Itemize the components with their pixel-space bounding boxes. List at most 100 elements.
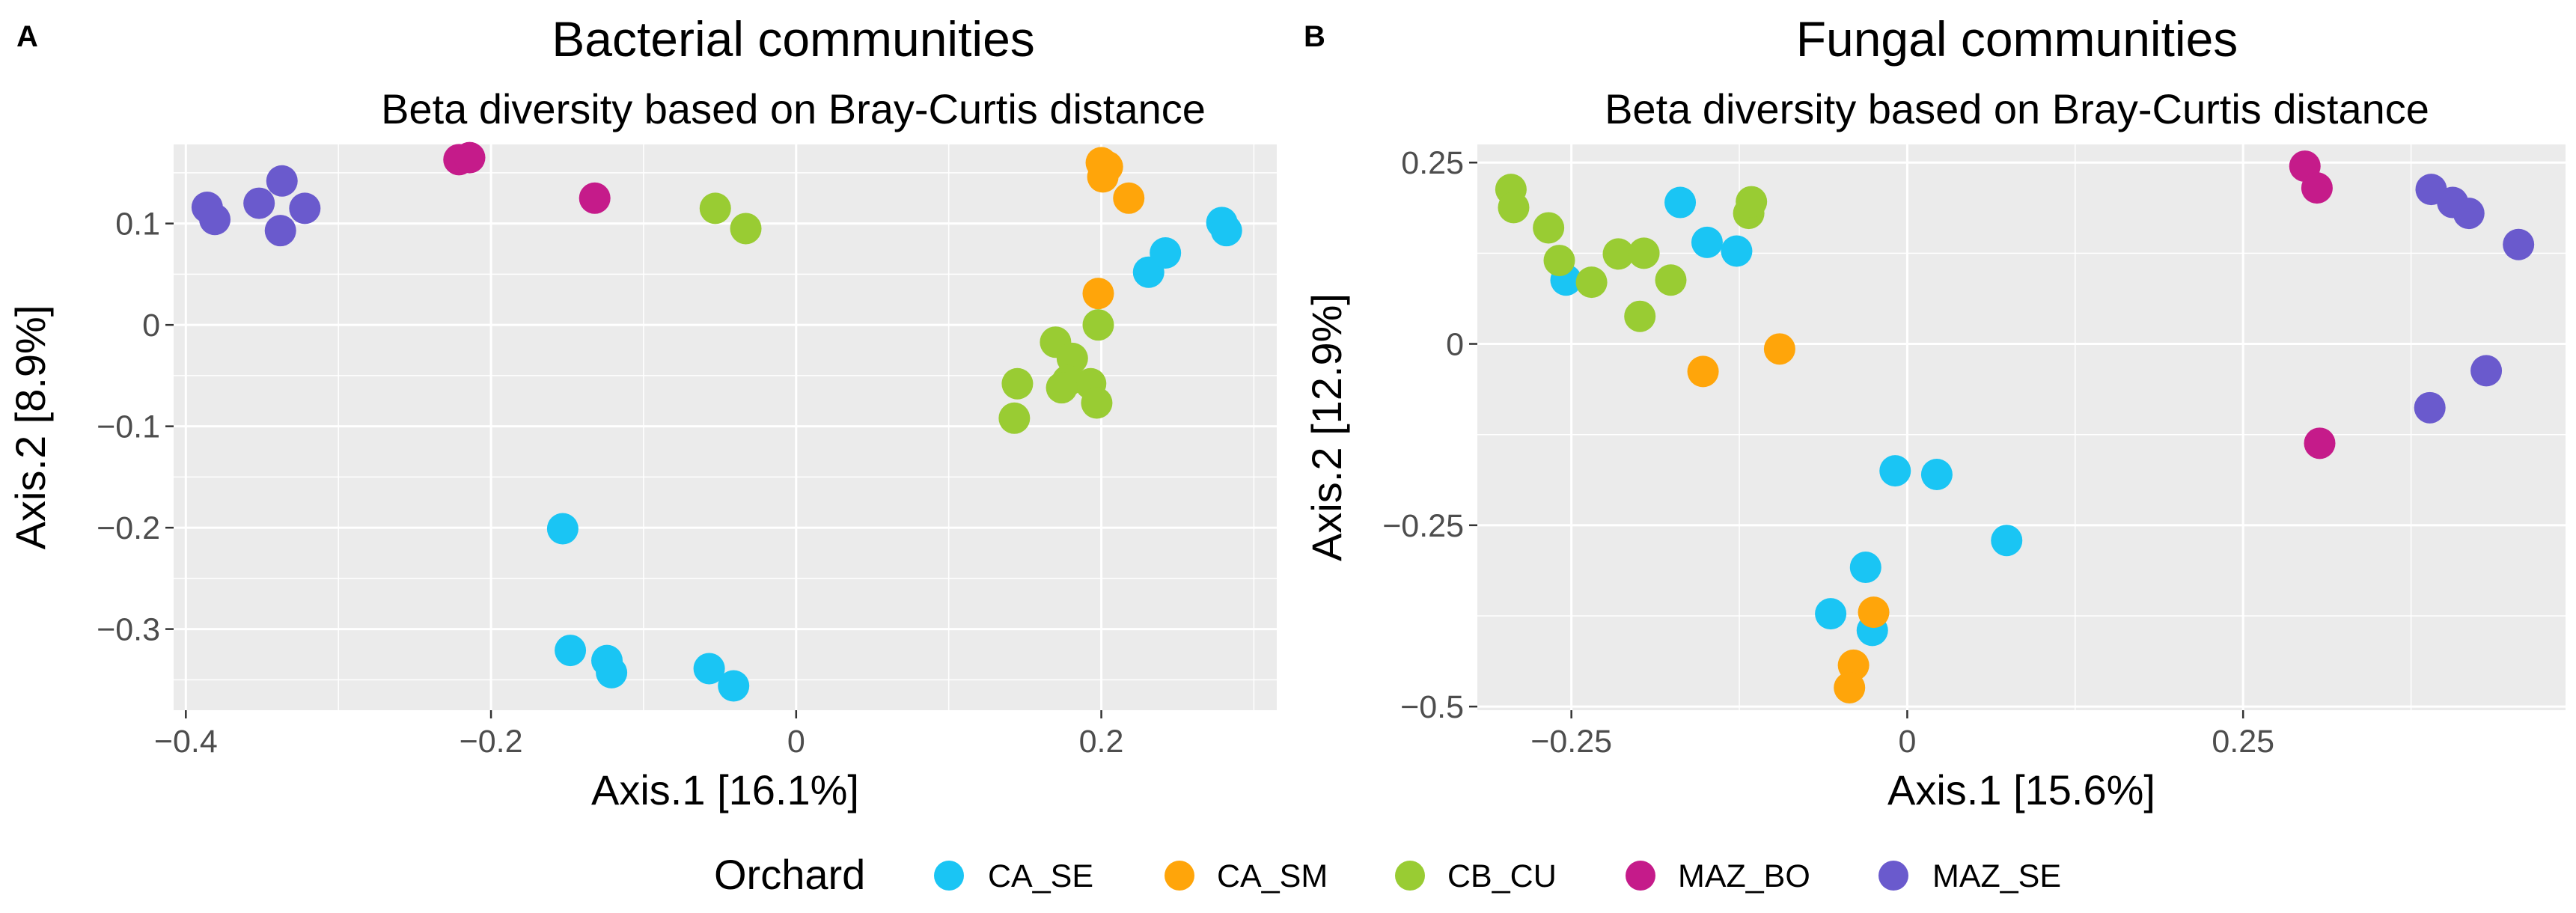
point-ca-se bbox=[1664, 186, 1697, 219]
panel-a-points bbox=[191, 141, 1242, 702]
point-ca-se bbox=[546, 513, 579, 545]
point-ca-sm bbox=[1834, 671, 1866, 703]
panel-a-y-tick-label: −0.1 bbox=[97, 409, 160, 445]
legend-item-cb-cu: CB_CU bbox=[1395, 858, 1557, 894]
point-maz-se bbox=[289, 192, 321, 225]
point-cb-cu bbox=[1624, 300, 1656, 332]
legend-label-ca-sm: CA_SM bbox=[1217, 858, 1328, 894]
panel-a-y-ticks: −0.3 −0.2 −0.1 0 0.1 bbox=[97, 207, 174, 648]
panel-b-y-tick-label: −0.5 bbox=[1400, 689, 1464, 725]
panel-a-y-tick-label: 0 bbox=[142, 308, 160, 343]
legend-label-ca-se: CA_SE bbox=[988, 858, 1093, 894]
point-cb-cu bbox=[730, 213, 762, 245]
point-ca-sm bbox=[1082, 278, 1114, 310]
point-ca-se bbox=[1150, 236, 1182, 269]
panel-a-grid bbox=[174, 144, 1277, 710]
point-ca-sm bbox=[1113, 182, 1145, 214]
panel-b-title: Fungal communities bbox=[1796, 11, 2238, 67]
point-maz-se bbox=[2470, 355, 2503, 387]
point-maz-bo bbox=[454, 141, 486, 174]
legend-key-maz-se bbox=[1878, 861, 1908, 891]
legend-key-ca-se bbox=[934, 861, 964, 891]
panel-b-x-tick-label: −0.25 bbox=[1530, 724, 1612, 760]
point-maz-se bbox=[2453, 198, 2485, 230]
point-cb-cu bbox=[1575, 266, 1608, 299]
point-cb-cu bbox=[1082, 309, 1114, 341]
legend: Orchard CA_SE CA_SM CB_CU MAZ_BO MAZ_SE bbox=[714, 851, 2061, 898]
legend-item-maz-bo: MAZ_BO bbox=[1626, 858, 1810, 894]
legend-key-maz-bo bbox=[1626, 861, 1655, 891]
point-ca-se bbox=[1849, 552, 1881, 584]
point-maz-se bbox=[243, 187, 275, 219]
panel-b-y-tick-label: −0.25 bbox=[1382, 508, 1464, 544]
panel-b-x-ticks: −0.25 0 0.25 bbox=[1530, 710, 2274, 760]
panel-a-x-tick-label: 0.2 bbox=[1079, 724, 1124, 760]
point-ca-se bbox=[1879, 455, 1911, 487]
point-ca-se bbox=[1815, 598, 1847, 630]
point-ca-se bbox=[1920, 459, 1953, 490]
point-cb-cu bbox=[1046, 372, 1078, 404]
point-cb-cu bbox=[1498, 192, 1530, 224]
point-maz-se bbox=[264, 215, 296, 247]
legend-title: Orchard bbox=[714, 851, 865, 898]
legend-label-maz-se: MAZ_SE bbox=[1932, 858, 2061, 894]
panel-a-subtitle: Beta diversity based on Bray-Curtis dist… bbox=[381, 85, 1206, 132]
point-ca-se bbox=[555, 635, 587, 667]
panel-a-y-tick-label: 0.1 bbox=[115, 207, 160, 242]
point-maz-se bbox=[199, 204, 231, 236]
point-cb-cu bbox=[1602, 238, 1635, 270]
panel-b-y-tick-label: 0 bbox=[1446, 327, 1464, 363]
panel-a-title: Bacterial communities bbox=[552, 11, 1035, 67]
point-ca-se bbox=[596, 656, 628, 688]
panel-b-letter: B bbox=[1304, 20, 1325, 53]
panel-a-x-axis-label: Axis.1 [16.1%] bbox=[591, 766, 859, 813]
point-ca-se bbox=[693, 653, 725, 685]
panel-b-y-axis-label: Axis.2 [12.9%] bbox=[1303, 293, 1350, 561]
panel-a-x-tick-label: −0.2 bbox=[460, 724, 523, 760]
point-cb-cu bbox=[1543, 245, 1575, 277]
panel-a-x-tick-label: −0.4 bbox=[154, 724, 218, 760]
legend-item-maz-se: MAZ_SE bbox=[1878, 858, 2061, 894]
point-cb-cu bbox=[1655, 264, 1687, 296]
panel-a: A Bacterial communities Beta diversity b… bbox=[7, 11, 1277, 813]
point-ca-se bbox=[1691, 226, 1723, 258]
point-cb-cu bbox=[1001, 367, 1034, 400]
point-ca-sm bbox=[1858, 596, 1890, 629]
point-cb-cu bbox=[1081, 387, 1113, 419]
point-ca-se bbox=[718, 670, 750, 702]
point-cb-cu bbox=[1533, 212, 1565, 244]
panel-a-x-ticks: −0.4 −0.2 0 0.2 bbox=[154, 710, 1124, 760]
panel-b-subtitle: Beta diversity based on Bray-Curtis dist… bbox=[1605, 85, 2429, 132]
point-maz-se bbox=[266, 165, 298, 197]
panel-a-letter: A bbox=[16, 20, 38, 53]
panel-b-points bbox=[1495, 150, 2535, 703]
point-cb-cu bbox=[699, 192, 731, 225]
legend-key-ca-sm bbox=[1165, 861, 1194, 891]
point-maz-bo bbox=[579, 182, 611, 214]
legend-label-maz-bo: MAZ_BO bbox=[1678, 858, 1810, 894]
point-maz-se bbox=[2414, 391, 2446, 424]
panel-b-y-ticks: −0.5 −0.25 0 0.25 bbox=[1382, 145, 1477, 725]
point-ca-se bbox=[1721, 235, 1753, 267]
panel-a-x-tick-label: 0 bbox=[787, 724, 805, 760]
panel-b-x-tick-label: 0.25 bbox=[2212, 724, 2274, 760]
panel-b-x-axis-label: Axis.1 [15.6%] bbox=[1887, 766, 2155, 813]
legend-item-ca-sm: CA_SM bbox=[1165, 858, 1328, 894]
point-ca-se bbox=[1210, 215, 1242, 247]
point-ca-se bbox=[1991, 525, 2023, 557]
point-maz-se bbox=[2503, 228, 2535, 260]
point-maz-bo bbox=[2301, 172, 2333, 204]
point-ca-sm bbox=[1687, 355, 1719, 388]
legend-item-ca-se: CA_SE bbox=[934, 858, 1093, 894]
panel-b-x-tick-label: 0 bbox=[1898, 724, 1916, 760]
point-cb-cu bbox=[1628, 237, 1660, 269]
panel-b: B Fungal communities Beta diversity base… bbox=[1303, 11, 2566, 813]
panel-a-y-tick-label: −0.2 bbox=[97, 510, 160, 546]
point-ca-sm bbox=[1087, 161, 1119, 193]
panel-a-y-tick-label: −0.3 bbox=[97, 612, 160, 648]
panel-b-grid bbox=[1477, 144, 2566, 710]
legend-key-cb-cu bbox=[1395, 861, 1425, 891]
panel-a-y-axis-label: Axis.2 [8.9%] bbox=[7, 305, 54, 550]
legend-label-cb-cu: CB_CU bbox=[1447, 858, 1557, 894]
